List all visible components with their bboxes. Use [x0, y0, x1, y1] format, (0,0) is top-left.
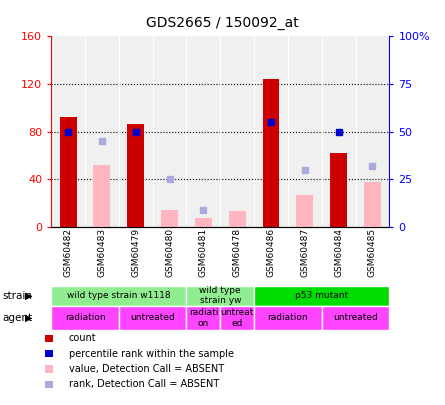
Text: untreated: untreated [333, 313, 378, 322]
Text: percentile rank within the sample: percentile rank within the sample [69, 349, 234, 358]
Text: radiation: radiation [65, 313, 105, 322]
Bar [195, 218, 212, 227]
Text: agent: agent [2, 313, 32, 323]
Text: radiation: radiation [267, 313, 308, 322]
Text: ▶: ▶ [25, 313, 32, 323]
Bar [161, 210, 178, 227]
Bar [330, 153, 347, 227]
Text: ▶: ▶ [25, 291, 32, 301]
Text: wild type
strain yw: wild type strain yw [199, 286, 241, 305]
Bar [93, 165, 110, 227]
Text: rank, Detection Call = ABSENT: rank, Detection Call = ABSENT [69, 379, 219, 389]
Text: radiati
on: radiati on [189, 308, 218, 328]
Text: wild type strain w1118: wild type strain w1118 [67, 291, 170, 300]
Text: GDS2665 / 150092_at: GDS2665 / 150092_at [146, 16, 299, 30]
Bar [296, 195, 313, 227]
Text: untreat
ed: untreat ed [221, 308, 254, 328]
Bar [364, 181, 381, 227]
Bar [127, 124, 144, 227]
Text: p53 mutant: p53 mutant [295, 291, 348, 300]
Text: strain: strain [2, 291, 32, 301]
Bar [60, 117, 77, 227]
Text: count: count [69, 333, 97, 343]
Bar [263, 79, 279, 227]
Text: untreated: untreated [130, 313, 175, 322]
Bar [229, 211, 246, 227]
Text: value, Detection Call = ABSENT: value, Detection Call = ABSENT [69, 364, 224, 374]
